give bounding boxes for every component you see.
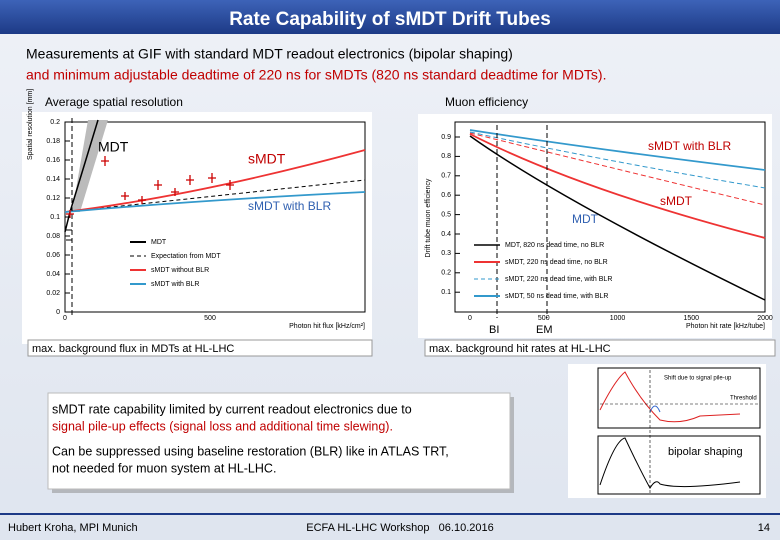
title: Rate Capability of sMDT Drift Tubes (229, 9, 551, 30)
legend-label: sMDT, 220 ns dead time, no BLR (505, 259, 608, 266)
y-tick-label: 0.2 (441, 270, 451, 277)
legend-label: MDT (151, 239, 167, 246)
summary-box (47, 392, 511, 490)
summary-text: Can be suppressed using baseline restora… (52, 444, 449, 458)
y-tick-label: 0.3 (441, 250, 451, 257)
y-tick-label: 0.8 (441, 153, 451, 160)
y-tick-label: 0.4 (441, 231, 451, 238)
annotation: Threshold (730, 396, 757, 402)
y-tick-label: 0.9 (441, 134, 451, 141)
legend-label: sMDT, 220 ns dead time, with BLR (505, 276, 612, 283)
y-tick-label: 0.1 (441, 289, 451, 296)
intro-line: and minimum adjustable deadtime of 220 n… (26, 67, 607, 83)
legend-label: sMDT with BLR (151, 281, 200, 288)
signal (599, 371, 741, 423)
signal (649, 405, 661, 413)
axis-title: Spatial resolution [mm] (27, 89, 34, 160)
annotation: MDT (98, 139, 129, 155)
summary-text: sMDT rate capability limited by current … (52, 402, 412, 416)
y-tick-label: 0.02 (46, 290, 60, 297)
axes (454, 121, 766, 313)
page-number: 14 (758, 522, 770, 534)
intro-line: Measurements at GIF with standard MDT re… (26, 46, 513, 62)
x-tick-label: 0 (63, 315, 67, 322)
curve (469, 133, 766, 239)
legend-label: Expectation from MDT (151, 253, 221, 260)
curve (469, 132, 766, 206)
plot-frame (22, 112, 372, 344)
annotation: BI (489, 324, 499, 336)
annotation: bipolar shaping (668, 446, 743, 458)
y-tick-label: 0.5 (441, 211, 451, 218)
caption-box (27, 339, 373, 357)
footer-bar (0, 514, 780, 540)
annotation: sMDT (248, 151, 286, 167)
axes (597, 367, 761, 429)
y-tick-label: 0.08 (46, 233, 60, 240)
y-tick-label: 0.16 (46, 157, 60, 164)
title-bar (0, 0, 780, 34)
plot-frame (418, 114, 772, 338)
axis-title: Drift tube muon efficiency (425, 178, 432, 257)
y-tick-label: 0.7 (441, 173, 451, 180)
x-tick-label: 500 (538, 315, 550, 322)
x-tick-label: 1000 (610, 315, 626, 322)
y-tick-label: 0.06 (46, 252, 60, 259)
y-tick-label: 0.14 (46, 176, 60, 183)
y-tick-label: 0.12 (46, 195, 60, 202)
curve (64, 179, 366, 213)
legend-label: MDT, 820 ns dead time, no BLR (505, 242, 604, 249)
signal-frame (568, 364, 766, 498)
curve (469, 135, 766, 301)
left-plot: MDT sMDT sMDT with BLR Spatial resolutio… (27, 89, 366, 330)
axes (597, 435, 761, 495)
annotation: sMDT (660, 194, 693, 208)
x-tick-label: 1500 (683, 315, 699, 322)
band (72, 120, 108, 212)
y-tick-label: 0.1 (50, 214, 60, 221)
annotation: MDT (572, 212, 599, 226)
footer-author: Hubert Kroha, MPI Munich (8, 522, 138, 534)
curve (64, 149, 366, 213)
curve (469, 131, 766, 189)
annotation: sMDT with BLR (648, 139, 731, 153)
summary-text: not needed for muon system at HL-LHC. (52, 461, 276, 475)
caption-box (424, 339, 776, 357)
legend-label: sMDT without BLR (151, 267, 209, 274)
curve (64, 191, 366, 213)
x-tick-label: 0 (468, 315, 472, 322)
y-tick-label: 0.2 (50, 119, 60, 126)
axis-title: Photon hit flux [kHz/cm²] (289, 323, 365, 330)
annotation: EM (536, 324, 553, 336)
x-tick-label: 2000 (757, 315, 773, 322)
annotation: Shift due to signal pile-up (664, 376, 732, 382)
footer-event: ECFA HL-LHC Workshop 06.10.2016 (306, 522, 494, 534)
plot-heading: Muon efficiency (445, 95, 528, 109)
x-tick-label: 500 (204, 315, 216, 322)
right-plot: sMDT with BLR sMDT MDT BI EM Drift tube … (425, 121, 773, 336)
axis-title: Photon hit rate [kHz/tube] (686, 323, 765, 330)
summary-text: signal pile-up effects (signal loss and … (52, 419, 393, 433)
y-tick-label: 0.6 (441, 192, 451, 199)
curve (469, 129, 766, 171)
caption: max. background flux in MDTs at HL-LHC (32, 343, 234, 355)
plot-heading: Average spatial resolution (45, 95, 183, 109)
y-tick-label: 0.04 (46, 271, 60, 278)
points (66, 156, 234, 218)
y-tick-label: 0.18 (46, 138, 60, 145)
points (66, 229, 72, 241)
annotation: sMDT with BLR (248, 199, 331, 213)
legend-label: sMDT, 50 ns dead time, with BLR (505, 293, 609, 300)
caption: max. background hit rates at HL-LHC (429, 343, 611, 355)
y-tick-label: 0 (56, 309, 60, 316)
